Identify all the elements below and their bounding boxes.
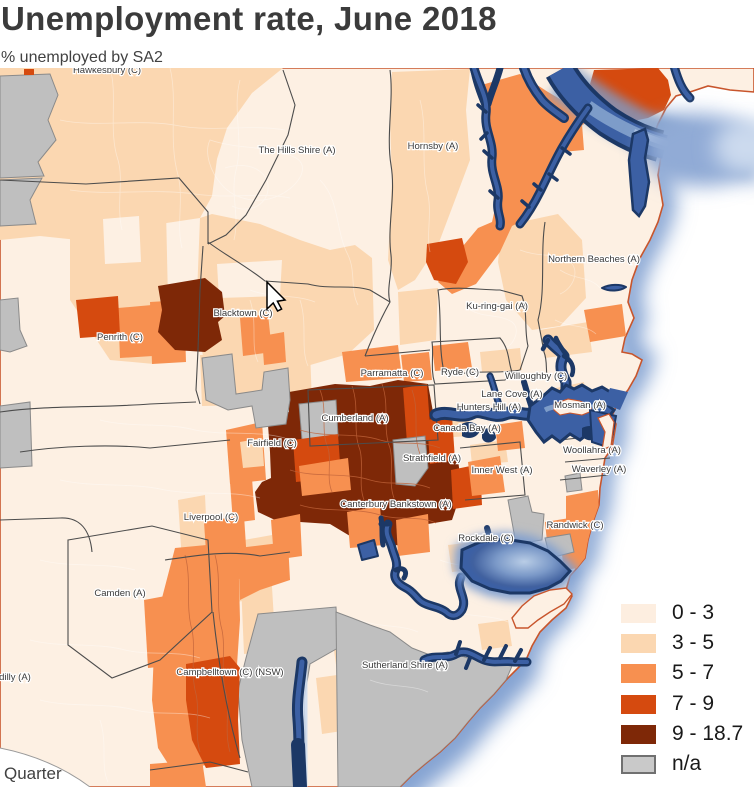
svg-text:Canada Bay (A): Canada Bay (A) [433,423,501,434]
svg-text:Willoughby (C): Willoughby (C) [505,371,567,382]
svg-text:Lane Cove (A): Lane Cove (A) [481,389,542,400]
svg-text:Penrith (C): Penrith (C) [97,332,143,343]
svg-text:Waverley (A): Waverley (A) [572,464,627,475]
svg-text:Liverpool (C): Liverpool (C) [184,512,238,523]
svg-text:Woollahra (A): Woollahra (A) [563,445,621,456]
svg-text:Strathfield (A): Strathfield (A) [403,453,461,464]
svg-text:Randwick (C): Randwick (C) [546,520,603,531]
svg-text:Camden (A): Camden (A) [94,588,145,599]
svg-text:Rockdale (C): Rockdale (C) [458,533,513,544]
svg-text:Sutherland Shire (A): Sutherland Shire (A) [362,660,448,671]
svg-text:Hawkesbury (C): Hawkesbury (C) [73,68,141,76]
svg-text:Mosman (A): Mosman (A) [554,400,606,411]
svg-text:Fairfield (C): Fairfield (C) [247,438,297,449]
svg-text:Campbelltown (C) (NSW): Campbelltown (C) (NSW) [176,667,283,678]
svg-text:Ku-ring-gai (A): Ku-ring-gai (A) [466,301,528,312]
svg-text:Blacktown (C): Blacktown (C) [213,308,272,319]
svg-text:Ryde (C): Ryde (C) [441,367,479,378]
svg-text:dilly (A): dilly (A) [0,672,31,683]
svg-text:Hornsby (A): Hornsby (A) [408,141,459,152]
svg-text:Hunters Hill (A): Hunters Hill (A) [457,402,521,413]
svg-text:Parramatta (C): Parramatta (C) [361,368,424,379]
svg-text:Northern Beaches (A): Northern Beaches (A) [548,254,640,265]
svg-text:Cumberland (A): Cumberland (A) [321,413,388,424]
svg-text:Canterbury Bankstown (A): Canterbury Bankstown (A) [340,499,451,510]
svg-text:The Hills Shire (A): The Hills Shire (A) [258,145,335,156]
svg-text:Inner West (A): Inner West (A) [471,465,532,476]
